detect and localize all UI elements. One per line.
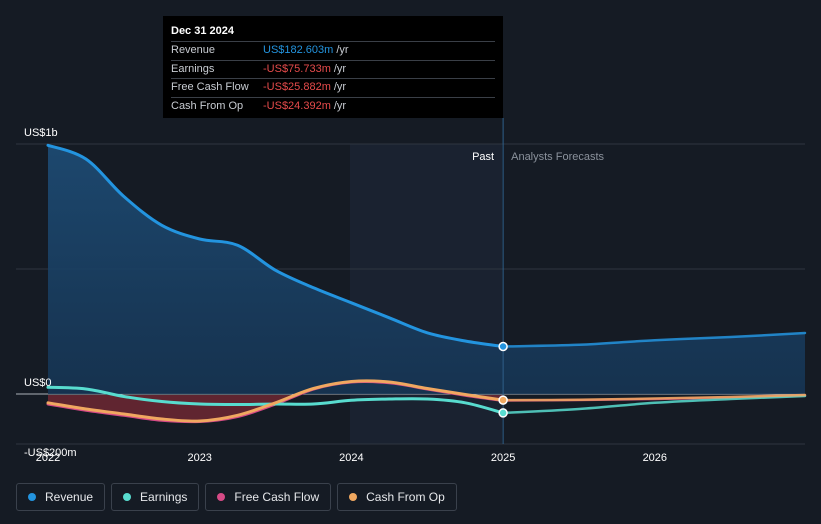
x-tick-label: 2022 (36, 452, 60, 464)
earnings-marker (498, 408, 508, 418)
legend: Revenue Earnings Free Cash Flow Cash From O… (16, 483, 463, 511)
tooltip-label: Revenue (171, 44, 216, 56)
x-tick-label: 2023 (187, 452, 211, 464)
legend-dot-icon (123, 493, 132, 501)
tooltip-label: Free Cash Flow (171, 81, 249, 93)
earnings-forecast-line (501, 394, 807, 415)
y-axis-label: -US$200m (24, 447, 77, 459)
legend-item-revenue[interactable]: Revenue (16, 483, 106, 511)
legend-item-free-cash-flow[interactable]: Free Cash Flow (205, 483, 332, 511)
tooltip-unit: /yr (333, 62, 347, 75)
x-tick-label: 2026 (643, 452, 667, 464)
revenue-area (48, 145, 805, 394)
tooltip-label: Cash From Op (171, 99, 244, 112)
tooltip-value: US$182.603m (263, 44, 334, 56)
legend-dot-icon (28, 493, 36, 501)
cash-from-op-marker (498, 395, 508, 405)
tooltip-value: -US$24.392m (263, 99, 331, 112)
y-axis-label: US$0 (24, 377, 52, 389)
x-tick-label: 2024 (339, 452, 363, 464)
tooltip: Dec 31 2024 Revenue US$182.603m/yr Earning… (163, 16, 503, 118)
tooltip-row-earnings: Earnings -US$75.733m/yr (171, 59, 495, 79)
tooltip-value: -US$25.882m (263, 81, 331, 93)
tooltip-unit: /yr (336, 44, 349, 56)
forecast-label: Analysts Forecasts (511, 151, 604, 163)
legend-label: Cash From Op (366, 490, 445, 504)
x-tick-label: 2025 (491, 452, 515, 464)
revenue-marker (498, 341, 508, 352)
legend-label: Free Cash Flow (234, 490, 320, 504)
cash-from-op-forecast-line (501, 393, 807, 402)
legend-label: Earnings (140, 490, 188, 504)
tooltip-row-free-cash-flow: Free Cash Flow -US$25.882m/yr (171, 78, 495, 97)
legend-item-earnings[interactable]: Earnings (111, 483, 200, 511)
tooltip-row-cash-from-op: Cash From Op -US$24.392m/yr (171, 96, 495, 116)
legend-item-cash-from-op[interactable]: Cash From Op (337, 483, 457, 511)
cash-from-op-line (46, 379, 505, 423)
legend-label: Revenue (45, 490, 94, 504)
past-label: Past (472, 151, 494, 163)
tooltip-date: Dec 31 2024 (171, 25, 234, 37)
y-axis-label: US$1b (24, 127, 58, 139)
tooltip-row-revenue: Revenue US$182.603m/yr (171, 41, 495, 60)
tooltip-unit: /yr (333, 99, 347, 112)
legend-dot-icon (217, 493, 226, 501)
revenue-line (46, 143, 505, 348)
tooltip-unit: /yr (333, 81, 347, 93)
tooltip-label: Earnings (171, 62, 215, 75)
tooltip-value: -US$75.733m (263, 62, 331, 75)
legend-dot-icon (349, 493, 358, 501)
revenue-forecast-line (501, 331, 807, 348)
